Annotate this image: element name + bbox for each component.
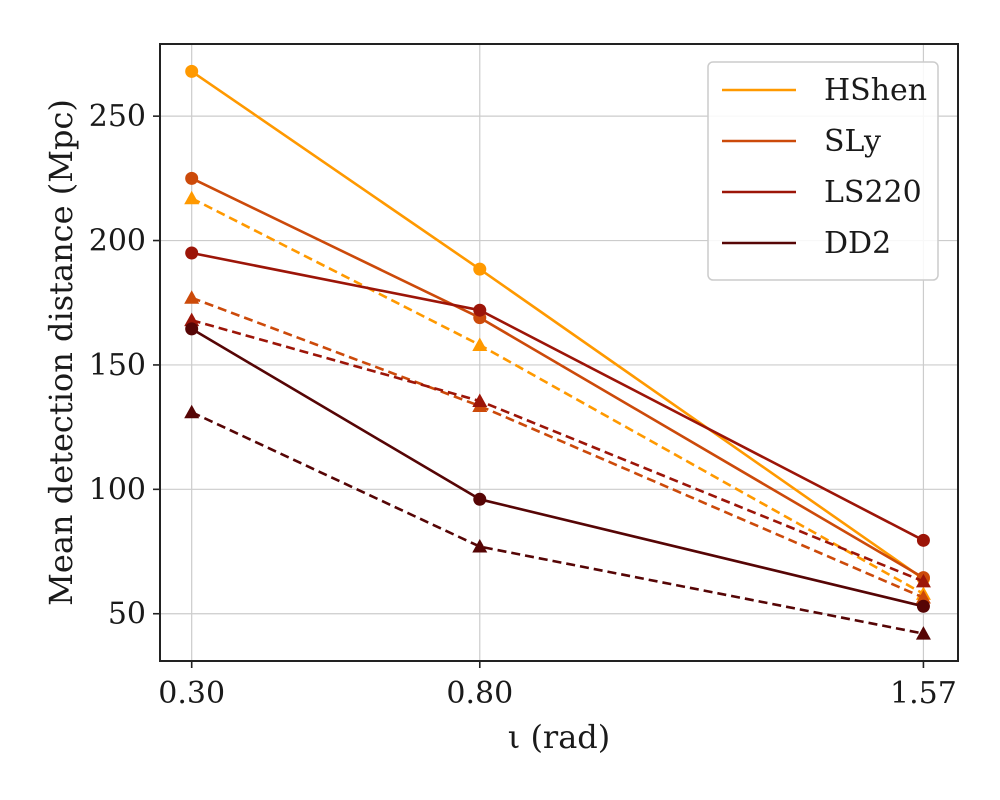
axis-ticks: 0.30 0.80 1.57 50 100 150 200 250 xyxy=(89,99,957,711)
data-point xyxy=(472,393,488,408)
y-tick-label: 100 xyxy=(89,472,146,507)
data-point xyxy=(916,533,930,547)
data-point xyxy=(472,337,488,352)
y-axis-label: Mean detection distance (Mpc) xyxy=(42,99,80,606)
data-point xyxy=(915,590,931,604)
legend-label: HShen xyxy=(824,73,927,108)
x-axis-label: ι (rad) xyxy=(508,718,611,756)
x-tick-label: 0.30 xyxy=(158,676,225,711)
data-point xyxy=(185,64,199,78)
legend-box xyxy=(707,61,939,281)
y-tick-label: 200 xyxy=(89,224,146,259)
data-point xyxy=(184,404,200,419)
y-tick-label: 150 xyxy=(89,348,146,383)
data-point xyxy=(473,492,487,506)
data-point xyxy=(473,303,487,317)
legend-label: DD2 xyxy=(824,226,891,261)
series-line xyxy=(191,411,924,635)
data-point xyxy=(184,190,200,205)
series-layer xyxy=(184,64,931,640)
series-line xyxy=(191,296,924,599)
data-point xyxy=(185,246,199,260)
series-dd2-solid xyxy=(185,322,930,613)
data-point xyxy=(184,290,200,304)
legend-label: LS220 xyxy=(824,175,922,210)
legend-label: SLy xyxy=(824,124,881,159)
y-tick-label: 250 xyxy=(89,99,146,134)
plot-frame xyxy=(159,43,959,662)
data-point xyxy=(185,171,199,185)
series-dd2-dashed xyxy=(184,404,931,640)
y-tick-label: 50 xyxy=(108,597,146,632)
data-point xyxy=(185,322,199,336)
data-point xyxy=(916,599,930,613)
x-tick-label: 1.57 xyxy=(890,676,957,711)
series-ls220-solid xyxy=(185,246,930,547)
x-tick-label: 0.80 xyxy=(446,676,513,711)
series-ls220-dashed xyxy=(184,312,931,588)
legend: HShen SLy LS220 DD2 xyxy=(707,61,939,281)
data-point xyxy=(915,626,931,640)
data-point xyxy=(473,262,487,276)
data-point xyxy=(472,539,488,553)
data-point xyxy=(915,573,931,588)
data-point xyxy=(184,312,200,327)
